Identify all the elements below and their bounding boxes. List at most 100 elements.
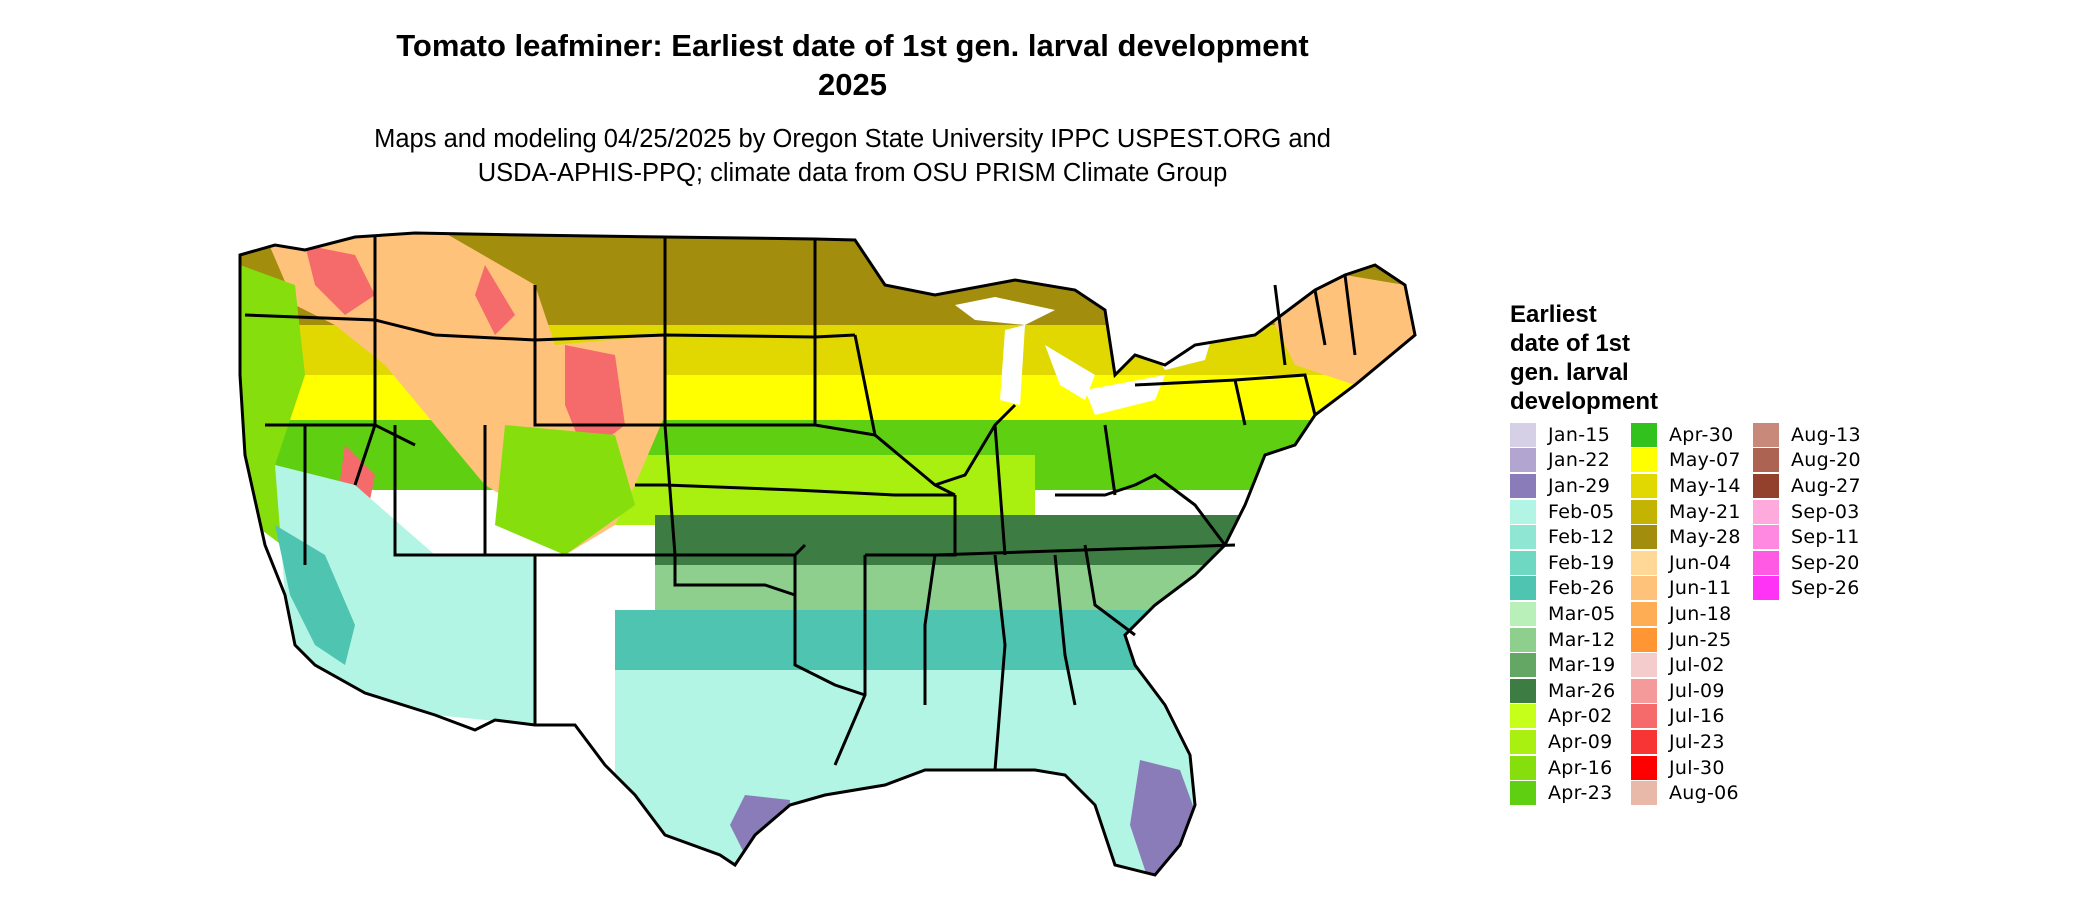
legend-label: Aug-27 — [1791, 474, 1861, 497]
legend-item: Aug-13 — [1753, 422, 1861, 448]
legend-title: Earliest date of 1st gen. larval develop… — [1510, 300, 1710, 416]
legend-column-3: Aug-13 Aug-20 Aug-27 Sep-03 Sep-11 Sep-20 Sep-… — [1753, 422, 1861, 601]
legend-label: Jul-16 — [1669, 705, 1725, 728]
legend-title-line: gen. larval — [1510, 359, 1629, 386]
legend-label: May-14 — [1669, 474, 1741, 497]
legend-item: Apr-09 — [1510, 729, 1615, 755]
legend-item: Mar-19 — [1510, 652, 1615, 678]
legend-label: Jun-25 — [1669, 628, 1732, 651]
legend-label: Apr-09 — [1548, 730, 1613, 753]
region-west-coast-green — [240, 265, 635, 555]
legend-swatch — [1631, 499, 1657, 524]
us-map — [238, 231, 1417, 877]
legend-item: Feb-12 — [1510, 524, 1615, 550]
legend-item: Apr-02 — [1510, 704, 1615, 730]
legend-title-line: date of 1st — [1510, 330, 1631, 357]
legend-swatch — [1510, 653, 1536, 678]
legend-label: Jul-09 — [1669, 679, 1725, 702]
legend-swatch — [1510, 448, 1536, 473]
legend-item: Aug-27 — [1753, 473, 1861, 499]
legend-item: Sep-20 — [1753, 550, 1861, 576]
legend-swatch — [1510, 550, 1536, 575]
legend-swatch — [1510, 729, 1536, 754]
legend-swatch — [1631, 473, 1657, 498]
region-gulf-coast — [615, 670, 1415, 875]
legend-item: May-28 — [1631, 524, 1741, 550]
legend-swatch — [1753, 576, 1779, 601]
legend-swatch — [1510, 704, 1536, 729]
legend-swatch — [1510, 601, 1536, 626]
legend-item: Aug-06 — [1631, 780, 1741, 806]
region-california-teal — [275, 525, 355, 665]
state-boundaries — [238, 231, 1417, 877]
legend-label: Apr-23 — [1548, 782, 1613, 805]
legend-label: Jun-11 — [1669, 577, 1732, 600]
legend-item: Feb-05 — [1510, 499, 1615, 525]
legend-title-line: development — [1510, 388, 1659, 415]
legend-column-1: Jan-15 Jan-22 Jan-29 Feb-05 Feb-12 Feb-19 Feb-… — [1510, 422, 1615, 806]
legend-item: Jul-02 — [1631, 652, 1741, 678]
legend-label: May-21 — [1669, 500, 1741, 523]
legend-label: May-07 — [1669, 449, 1741, 472]
legend-swatch — [1631, 576, 1657, 601]
legend-swatch — [1631, 653, 1657, 678]
legend-label: Sep-11 — [1791, 526, 1860, 549]
legend-swatch — [1510, 422, 1536, 447]
legend-item: Apr-30 — [1631, 422, 1741, 448]
legend-swatch — [1631, 729, 1657, 754]
legend-item: Feb-19 — [1510, 550, 1615, 576]
legend-item: Jun-25 — [1631, 627, 1741, 653]
legend-item: Mar-12 — [1510, 627, 1615, 653]
legend-label: Sep-20 — [1791, 551, 1860, 574]
map-subtitle-line-2: USDA-APHIS-PPQ; climate data from OSU PR… — [477, 159, 1228, 187]
legend-item: Jul-23 — [1631, 729, 1741, 755]
legend-swatch — [1510, 576, 1536, 601]
legend-swatch — [1510, 781, 1536, 806]
legend-item: Jul-09 — [1631, 678, 1741, 704]
region-mountain-peaks-red — [305, 245, 625, 525]
legend-item: Jun-04 — [1631, 550, 1741, 576]
legend-item: Jul-16 — [1631, 704, 1741, 730]
legend-label: Mar-26 — [1548, 679, 1616, 702]
legend-item: Jul-30 — [1631, 755, 1741, 781]
map-title: Tomato leafminer: Earliest date of 1st g… — [355, 26, 1350, 104]
legend-swatch — [1510, 473, 1536, 498]
legend-swatch — [1631, 678, 1657, 703]
legend-label: Apr-02 — [1548, 705, 1613, 728]
legend-label: Aug-13 — [1791, 423, 1861, 446]
legend-item: Sep-26 — [1753, 576, 1861, 602]
legend-label: Feb-05 — [1548, 500, 1615, 523]
legend-column-2: Apr-30 May-07 May-14 May-21 May-28 Jun-04 Jun-… — [1631, 422, 1741, 806]
legend-item: May-21 — [1631, 499, 1741, 525]
legend-swatch — [1631, 448, 1657, 473]
map-subtitle: Maps and modeling 04/25/2025 by Oregon S… — [335, 122, 1370, 190]
region-gulf-teal — [615, 610, 1415, 680]
legend-label: Sep-26 — [1791, 577, 1860, 600]
legend-item: May-14 — [1631, 473, 1741, 499]
legend-swatch — [1631, 755, 1657, 780]
legend-title-line: Earliest — [1510, 301, 1597, 328]
legend-item: May-07 — [1631, 448, 1741, 474]
legend-label: Feb-26 — [1548, 577, 1615, 600]
legend-swatch — [1631, 704, 1657, 729]
map-title-line-2: 2025 — [818, 67, 887, 102]
legend-label: Aug-06 — [1669, 782, 1739, 805]
legend-swatch — [1510, 755, 1536, 780]
legend-item: Apr-23 — [1510, 780, 1615, 806]
legend-label: Jan-22 — [1548, 449, 1611, 472]
legend-swatch — [1510, 499, 1536, 524]
legend-label: Mar-19 — [1548, 654, 1616, 677]
legend-label: Jul-23 — [1669, 730, 1725, 753]
legend-label: Jun-04 — [1669, 551, 1732, 574]
legend-item: Feb-26 — [1510, 576, 1615, 602]
legend-swatch — [1510, 525, 1536, 550]
legend-label: Feb-12 — [1548, 526, 1615, 549]
legend-swatch — [1631, 525, 1657, 550]
legend-swatch — [1631, 601, 1657, 626]
legend-item: Jan-15 — [1510, 422, 1615, 448]
legend-item: Sep-11 — [1753, 524, 1861, 550]
legend-label: Jan-15 — [1548, 423, 1611, 446]
legend-swatch — [1753, 422, 1779, 447]
legend-item: Jun-18 — [1631, 601, 1741, 627]
legend-label: Mar-05 — [1548, 602, 1616, 625]
